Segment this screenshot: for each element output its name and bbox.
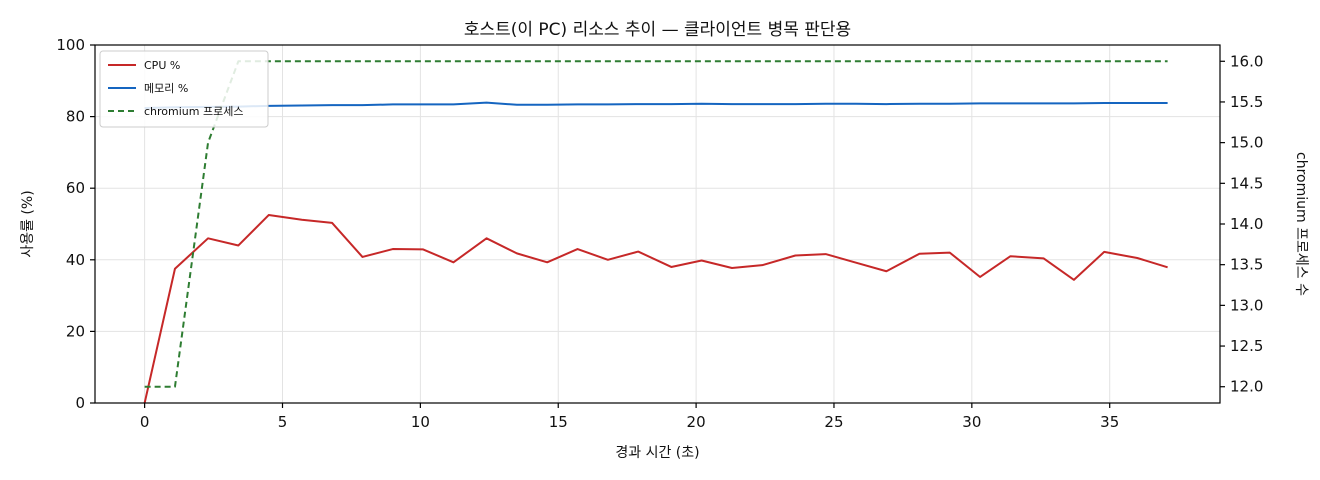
x-tick-label: 10 [411,413,430,431]
legend: CPU % 메모리 % chromium 프로세스 [99,50,269,128]
x-tick-label: 25 [824,413,843,431]
x-tick-label: 35 [1100,413,1119,431]
y2-axis-label: chromium 프로세스 수 [1293,152,1309,296]
y-tick-label: 60 [66,179,85,197]
series-line-0 [143,214,1168,404]
y2-tick-label: 14.0 [1230,215,1263,233]
series-line-1 [144,101,1168,110]
axis-ticks: 0 5 10 15 20 25 30 35 0 20 40 60 80 100 12.0 12.5 13.0 13… [56,36,1263,431]
x-axis-label: 경과 시간 (초) [615,445,699,461]
y-tick-label: 20 [66,322,85,340]
y2-tick-label: 15.0 [1230,134,1263,152]
x-tick-label: 0 [140,413,150,431]
x-tick-label: 5 [278,413,288,431]
y2-tick-label: 16.0 [1230,52,1263,70]
x-tick-label: 20 [687,413,706,431]
legend-label: CPU % [144,59,180,72]
x-tick-label: 30 [962,413,981,431]
legend-label: 메모리 % [144,82,188,95]
y2-tick-label: 13.0 [1230,296,1263,314]
y-tick-label: 80 [66,108,85,126]
legend-box [99,50,269,128]
y-axis-label: 사용률 (%) [20,190,36,257]
y2-tick-label: 14.5 [1230,174,1263,192]
chart-title: 호스트(이 PC) 리소스 추이 — 클라이언트 병목 판단용 [464,20,851,40]
y-tick-label: 40 [66,251,85,269]
y2-tick-label: 12.5 [1230,337,1263,355]
series-lines [143,60,1168,404]
legend-label: chromium 프로세스 [144,105,243,118]
series-line-2 [144,60,1168,388]
y-tick-label: 100 [56,36,85,54]
x-tick-label: 15 [549,413,568,431]
y-tick-label: 0 [75,394,85,412]
y2-tick-label: 13.5 [1230,256,1263,274]
y2-tick-label: 12.0 [1230,378,1263,396]
y2-tick-label: 15.5 [1230,93,1263,111]
